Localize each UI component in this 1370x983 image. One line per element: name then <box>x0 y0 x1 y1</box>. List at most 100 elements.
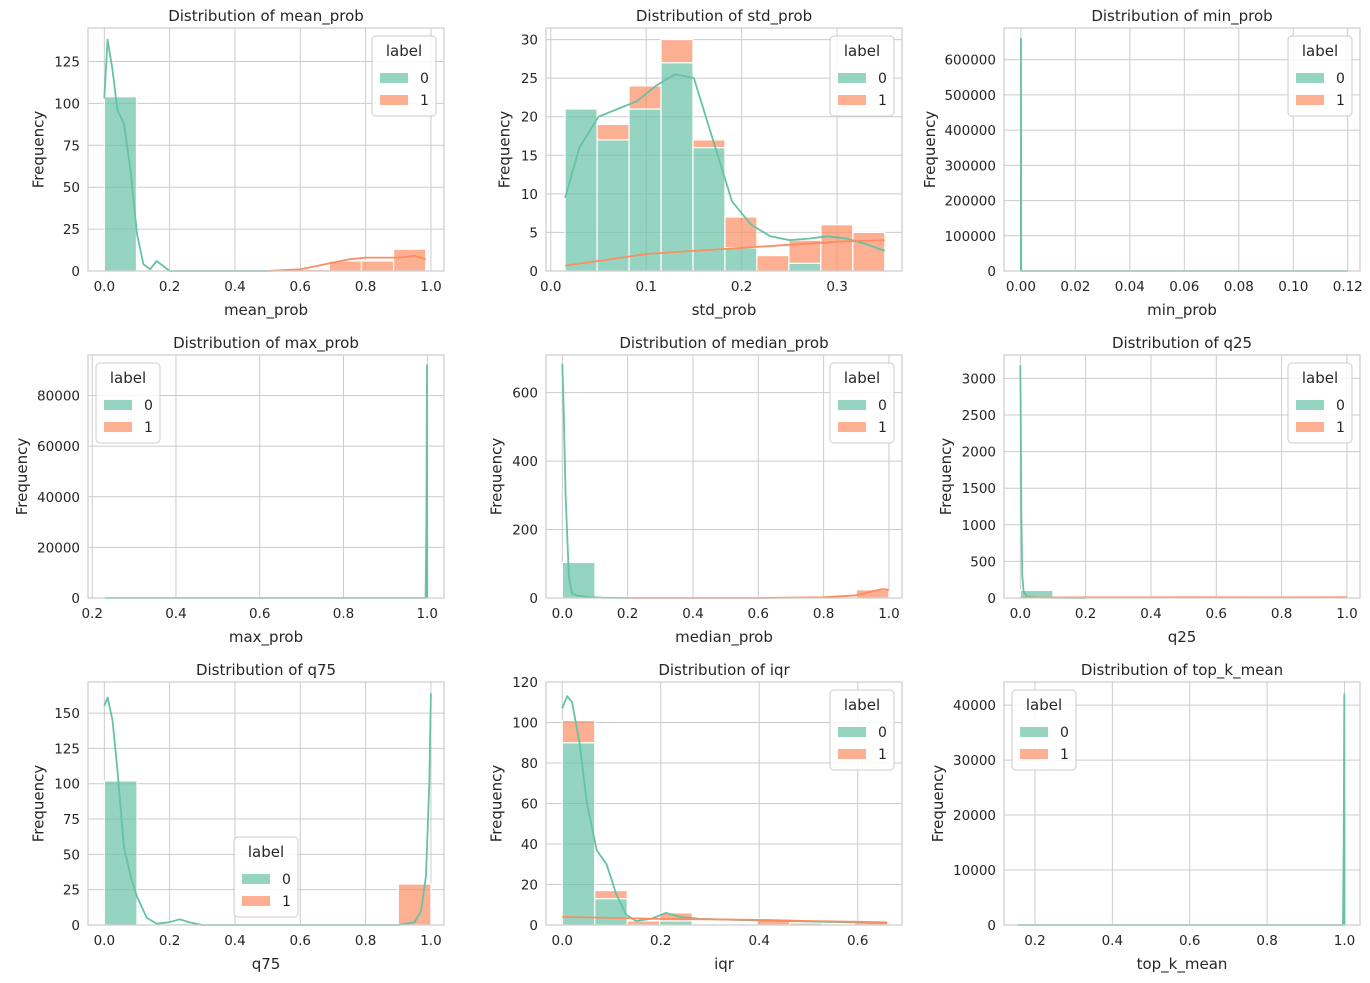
x-tick-label: 0.6 <box>748 606 769 622</box>
subplot-6: 0.0 0.2 0.4 0.6 0.8 1.0 0 500 1000 1500 2000 2500 30… <box>937 334 1361 646</box>
x-tick-label: 0.4 <box>165 606 186 622</box>
y-tick-label: 25 <box>521 71 538 87</box>
y-tick-label: 0 <box>529 918 538 934</box>
x-tick-label: 1.0 <box>420 279 441 295</box>
legend-title: label <box>1302 369 1338 387</box>
y-tick-label: 125 <box>54 741 80 757</box>
x-tick-label: 0.0 <box>552 606 573 622</box>
y-tick-label: 10000 <box>953 863 996 879</box>
legend-swatch-0 <box>1296 400 1324 410</box>
x-tick-label: 0.02 <box>1060 279 1090 295</box>
legend: label 0 1 <box>829 35 895 117</box>
legend-swatch-1 <box>242 896 270 906</box>
x-tick-label: 0.4 <box>1140 606 1161 622</box>
legend-swatch-0 <box>242 874 270 884</box>
y-tick-label: 30 <box>521 33 538 49</box>
y-tick-label: 600000 <box>944 53 996 69</box>
x-tick-label: 0.2 <box>617 606 638 622</box>
y-tick-label: 300000 <box>944 158 996 174</box>
y-axis-label: Frequency <box>496 111 514 189</box>
y-tick-label: 0 <box>987 918 996 934</box>
y-tick-label: 500000 <box>944 88 996 104</box>
legend-swatch-1 <box>838 422 866 432</box>
legend-swatch-1 <box>838 95 866 105</box>
x-tick-label: 0.8 <box>333 606 354 622</box>
y-axis-label: Frequency <box>29 765 47 843</box>
legend-label-1: 1 <box>1060 747 1069 763</box>
y-axis-label: Frequency <box>487 438 505 516</box>
x-tick-label: 0.2 <box>159 933 180 949</box>
legend-swatch-0 <box>380 73 408 83</box>
y-tick-label: 20000 <box>953 808 996 824</box>
legend-swatch-1 <box>1020 749 1048 759</box>
bar-label1 <box>756 254 790 272</box>
y-tick-label: 100 <box>54 96 80 112</box>
legend-label-0: 0 <box>878 398 887 414</box>
legend-swatch-0 <box>838 400 866 410</box>
legend-label-0: 0 <box>1060 725 1069 741</box>
y-tick-label: 25 <box>63 883 80 899</box>
x-tick-label: 0.8 <box>1271 606 1292 622</box>
y-tick-label: 10 <box>521 187 538 203</box>
x-tick-label: 0.6 <box>249 606 270 622</box>
bar-label1 <box>659 912 693 922</box>
y-tick-label: 0 <box>71 918 80 934</box>
x-tick-label: 0.2 <box>1024 933 1045 949</box>
bar-label1 <box>820 224 854 272</box>
y-tick-label: 5 <box>529 225 538 241</box>
x-tick-label: 0.2 <box>650 933 671 949</box>
bar-label1 <box>628 85 662 110</box>
legend-label-1: 1 <box>282 894 291 910</box>
y-tick-label: 0 <box>529 591 538 607</box>
chart-title: Distribution of median_prob <box>619 334 828 353</box>
axes-frame <box>87 681 445 926</box>
x-tick-label: 0.10 <box>1278 279 1308 295</box>
kde-line-label1 <box>267 254 426 272</box>
axes-frame <box>1003 354 1361 599</box>
x-axis-label: iqr <box>714 955 735 973</box>
legend-label-0: 0 <box>1336 71 1345 87</box>
bar-label0 <box>628 108 662 272</box>
legend: label 0 1 <box>1011 689 1077 771</box>
legend-swatch-0 <box>838 73 866 83</box>
legend-swatch-0 <box>104 400 132 410</box>
subplot-3: 0.00 0.02 0.04 0.06 0.08 0.10 0.12 0 100000 20000… <box>921 7 1363 320</box>
x-tick-label: 0.8 <box>355 279 376 295</box>
x-tick-label: 1.0 <box>1336 606 1357 622</box>
y-tick-label: 75 <box>63 812 80 828</box>
y-axis-label: Frequency <box>29 111 47 189</box>
x-tick-label: 0.6 <box>1206 606 1227 622</box>
legend: label 0 1 <box>829 362 895 444</box>
x-axis-label: min_prob <box>1147 301 1217 320</box>
chart-title: Distribution of iqr <box>658 661 790 679</box>
x-tick-label: 0.6 <box>290 933 311 949</box>
y-axis-label: Frequency <box>487 765 505 843</box>
bar-label0 <box>564 108 598 272</box>
legend-label-1: 1 <box>144 420 153 436</box>
bar-label1 <box>692 139 726 149</box>
subplot-4: 0.2 0.4 0.6 0.8 1.0 0 20000 40000 60000 80000 Dist… <box>13 334 445 647</box>
x-tick-label: 0.2 <box>81 606 102 622</box>
bar-label1 <box>596 123 630 141</box>
chart-title: Distribution of q75 <box>196 661 336 679</box>
legend-label-1: 1 <box>1336 420 1345 436</box>
legend-label-0: 0 <box>878 71 887 87</box>
axes-frame <box>1003 681 1361 926</box>
x-tick-label: 0.00 <box>1006 279 1036 295</box>
y-tick-label: 125 <box>54 55 80 71</box>
legend-title: label <box>844 42 880 60</box>
axes-frame <box>545 354 903 599</box>
x-tick-label: 0.0 <box>1010 606 1031 622</box>
bar-label0 <box>659 920 693 926</box>
bar-label0 <box>561 742 596 926</box>
y-tick-label: 40000 <box>37 490 80 506</box>
bar-label0 <box>692 146 726 272</box>
y-tick-label: 1000 <box>962 518 996 534</box>
x-axis-label: std_prob <box>692 301 757 320</box>
legend-label-0: 0 <box>420 71 429 87</box>
y-tick-label: 150 <box>54 706 80 722</box>
y-tick-label: 2500 <box>962 408 996 424</box>
x-tick-label: 0.0 <box>94 933 115 949</box>
subplot-5: 0.0 0.2 0.4 0.6 0.8 1.0 0 200 400 600 Distribution… <box>487 334 903 647</box>
x-tick-label: 0.0 <box>540 279 561 295</box>
